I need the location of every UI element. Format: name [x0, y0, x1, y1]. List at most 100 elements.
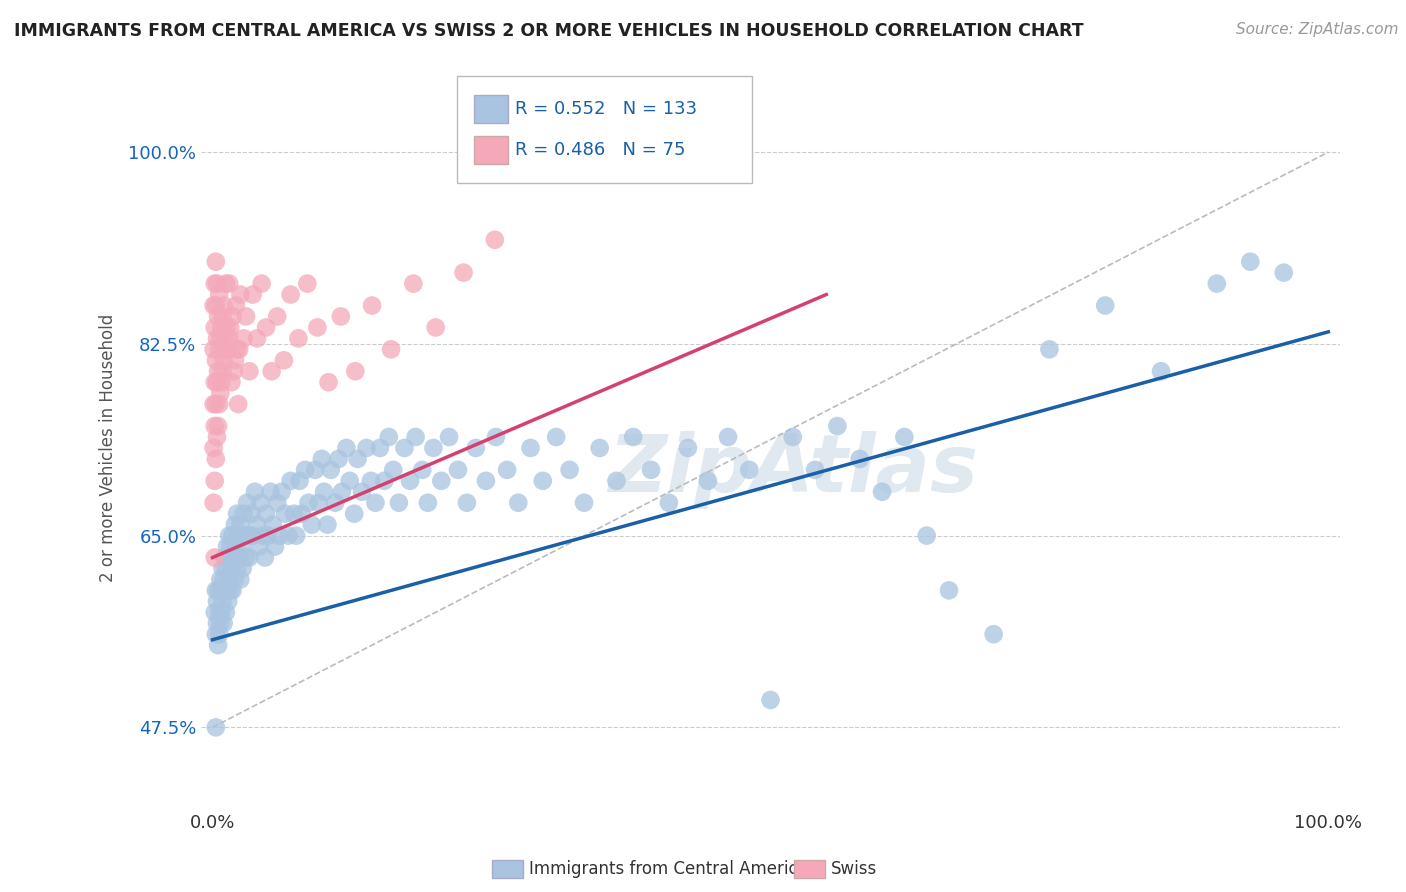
Point — [208, 605, 231, 619]
Point — [209, 573, 232, 587]
Point — [219, 583, 242, 598]
Point — [291, 507, 314, 521]
Point — [1094, 298, 1116, 312]
Point — [572, 496, 595, 510]
Point — [228, 343, 250, 357]
Point — [640, 463, 662, 477]
Point — [402, 277, 425, 291]
Point — [204, 277, 226, 291]
Point — [531, 474, 554, 488]
Point — [893, 430, 915, 444]
Point — [1239, 254, 1261, 268]
Point — [212, 573, 235, 587]
Point — [226, 528, 249, 542]
Point — [204, 474, 226, 488]
Point — [848, 451, 870, 466]
Point — [226, 343, 249, 357]
Point — [232, 331, 254, 345]
Point — [207, 638, 229, 652]
Point — [242, 287, 264, 301]
Point — [323, 496, 346, 510]
Point — [425, 320, 447, 334]
Point — [212, 353, 235, 368]
Point — [218, 528, 240, 542]
Point — [225, 298, 247, 312]
Point — [254, 507, 277, 521]
Point — [211, 364, 233, 378]
Point — [218, 277, 240, 291]
Text: Source: ZipAtlas.com: Source: ZipAtlas.com — [1236, 22, 1399, 37]
Point — [205, 451, 228, 466]
Point — [215, 331, 238, 345]
Point — [1038, 343, 1060, 357]
Point — [205, 397, 228, 411]
Point — [205, 331, 228, 345]
Text: Immigrants from Central America: Immigrants from Central America — [529, 860, 807, 878]
Point — [232, 507, 254, 521]
Point — [226, 397, 249, 411]
Point — [212, 616, 235, 631]
Point — [269, 528, 291, 542]
Point — [204, 550, 226, 565]
Point — [273, 353, 295, 368]
Point — [205, 298, 228, 312]
Point — [252, 528, 274, 542]
Point — [202, 397, 225, 411]
Point — [870, 484, 893, 499]
Point — [205, 353, 228, 368]
Point — [316, 517, 339, 532]
Point — [221, 310, 243, 324]
Point — [242, 528, 264, 542]
Point — [254, 320, 277, 334]
Point — [209, 386, 232, 401]
Point — [238, 528, 260, 542]
Point — [219, 320, 242, 334]
Point — [202, 343, 225, 357]
Point — [204, 605, 226, 619]
Point — [232, 561, 254, 575]
Point — [378, 430, 401, 444]
Point — [804, 463, 827, 477]
Point — [717, 430, 740, 444]
Point — [280, 474, 302, 488]
Point — [224, 353, 246, 368]
Point — [364, 496, 387, 510]
Point — [782, 430, 804, 444]
Point — [311, 451, 333, 466]
Point — [205, 430, 228, 444]
Point — [221, 528, 243, 542]
Point — [236, 496, 259, 510]
Point — [209, 616, 232, 631]
Point — [605, 474, 627, 488]
Point — [215, 561, 238, 575]
Point — [219, 540, 242, 554]
Point — [346, 451, 368, 466]
Point — [274, 507, 297, 521]
Point — [209, 320, 232, 334]
Point — [205, 616, 228, 631]
Point — [221, 583, 243, 598]
Point — [205, 594, 228, 608]
Point — [222, 550, 245, 565]
Text: R = 0.552   N = 133: R = 0.552 N = 133 — [515, 100, 697, 118]
Point — [416, 496, 439, 510]
Point — [205, 583, 228, 598]
Point — [247, 540, 270, 554]
Point — [283, 507, 305, 521]
Point — [211, 310, 233, 324]
Point — [264, 540, 287, 554]
Point — [938, 583, 960, 598]
Point — [229, 573, 252, 587]
Point — [208, 627, 231, 641]
Point — [249, 496, 271, 510]
Point — [496, 463, 519, 477]
Point — [229, 517, 252, 532]
Point — [208, 343, 231, 357]
Point — [222, 364, 245, 378]
Point — [519, 441, 541, 455]
Point — [253, 550, 276, 565]
Point — [238, 550, 260, 565]
Point — [260, 364, 283, 378]
Point — [259, 484, 281, 499]
Point — [221, 375, 243, 389]
